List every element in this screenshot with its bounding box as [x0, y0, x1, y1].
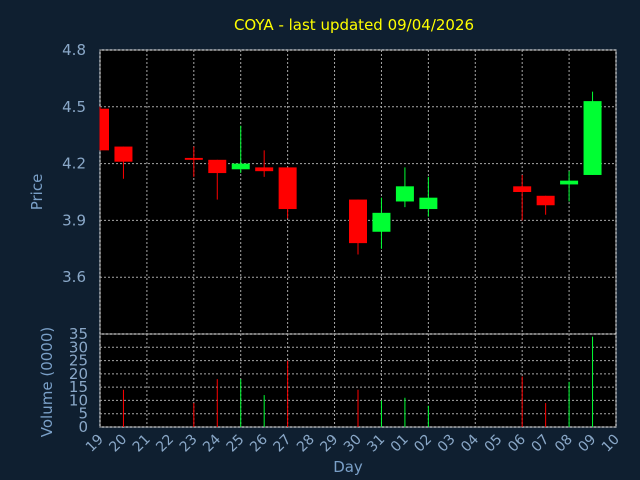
- volume-tick-label: 25: [69, 352, 88, 370]
- candle-body: [349, 199, 367, 244]
- x-tick-label: 27: [271, 432, 295, 456]
- candle-body: [184, 157, 203, 160]
- candle-body: [255, 167, 274, 172]
- x-tick-label: 23: [177, 432, 201, 456]
- price-tick-label: 4.8: [62, 41, 86, 59]
- volume-tick-label: 20: [69, 365, 88, 383]
- x-tick-label: 10: [599, 432, 623, 456]
- x-axis-label: Day: [333, 458, 363, 476]
- volume-tick-label: 5: [78, 405, 88, 423]
- chart-title: COYA - last updated 09/04/2026: [234, 16, 474, 34]
- x-tick-label: 22: [153, 432, 177, 456]
- x-tick-label: 29: [317, 432, 341, 456]
- candle-body: [513, 186, 532, 192]
- price-tick-label: 4.2: [62, 155, 86, 173]
- x-tick-label: 21: [130, 432, 154, 456]
- candle-body: [395, 186, 414, 202]
- volume-tick-label: 0: [78, 418, 88, 436]
- x-tick-label: 02: [411, 432, 435, 456]
- x-tick-label: 31: [364, 432, 388, 456]
- price-tick-label: 4.5: [62, 98, 86, 116]
- candlestick-series: [99, 91, 602, 255]
- x-tick-label: 03: [435, 432, 459, 456]
- x-tick-label: 05: [482, 432, 506, 456]
- price-tick-labels: 3.6 3.9 4.2 4.5 4.8: [62, 41, 86, 286]
- x-tick-label: 04: [458, 431, 482, 455]
- x-tick-labels: 19 20 21 22 23 24 25 26 27 28 29 30 31 01 02 03 04 05 06 07…: [83, 431, 623, 455]
- price-axis-label: Price: [28, 174, 46, 211]
- candle-body: [536, 195, 555, 206]
- candle-body: [278, 167, 297, 210]
- x-tick-label: 24: [200, 431, 224, 455]
- volume-tick-label: 35: [69, 325, 88, 343]
- x-tick-label: 07: [529, 432, 553, 456]
- candle-body: [208, 159, 227, 174]
- candle-body: [372, 212, 391, 232]
- volume-tick-label: 10: [69, 391, 88, 409]
- candle-body: [114, 146, 133, 162]
- x-tick-label: 25: [224, 432, 248, 456]
- candle-body: [231, 163, 250, 170]
- x-tick-label: 06: [505, 431, 529, 455]
- price-panel: [99, 49, 617, 335]
- x-tick-label: 26: [247, 431, 271, 455]
- price-tick-label: 3.9: [62, 211, 86, 229]
- candle-body: [560, 180, 579, 185]
- volume-bar-series: [122, 336, 594, 427]
- candle-body: [583, 101, 602, 175]
- x-tick-label: 28: [294, 432, 318, 456]
- x-tick-label: 09: [575, 432, 599, 456]
- volume-tick-label: 15: [69, 378, 88, 396]
- price-tick-label: 3.6: [62, 268, 86, 286]
- volume-axis-label: Volume (0000): [38, 327, 56, 437]
- volume-tick-label: 30: [69, 338, 88, 356]
- x-tick-label: 20: [106, 432, 130, 456]
- candle-body: [100, 108, 109, 151]
- candle-body: [419, 197, 438, 210]
- x-tick-label: 01: [388, 432, 412, 456]
- x-tick-label: 30: [341, 432, 365, 456]
- x-tick-label: 08: [552, 432, 576, 456]
